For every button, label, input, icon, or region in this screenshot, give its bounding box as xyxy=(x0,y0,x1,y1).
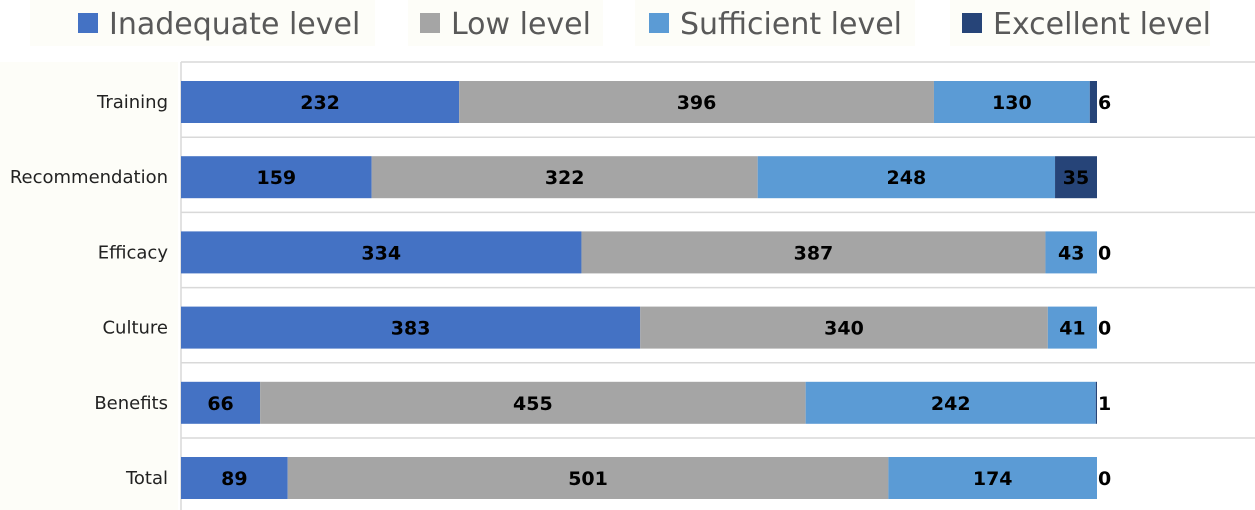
category-label-culture: Culture xyxy=(102,318,168,339)
data-label-total-low-level: 501 xyxy=(568,468,608,490)
data-label-total-inadequate-level: 89 xyxy=(221,468,247,490)
category-label-efficacy: Efficacy xyxy=(98,242,169,263)
bar-segment-efficacy-low-level xyxy=(581,231,1046,274)
legend-background-low-level xyxy=(408,0,603,46)
data-label-recommendation-excellent-level: 35 xyxy=(1063,167,1089,189)
bar-segment-culture-low-level xyxy=(640,306,1048,349)
bar-segment-training-excellent-level xyxy=(1089,81,1097,123)
bar-segment-recommendation-inadequate-level xyxy=(181,156,372,199)
legend-background-excellent-level xyxy=(950,0,1210,46)
chart-category-labels: Training Recommendation Efficacy Culture Ben… xyxy=(0,62,178,510)
category-label-recommendation: Recommendation xyxy=(10,167,168,188)
bar-segment-recommendation-sufficient-level xyxy=(757,156,1056,199)
legend-label-inadequate-level: Inadequate level xyxy=(109,7,360,42)
bar-segment-benefits-sufficient-level xyxy=(805,381,1096,424)
legend-label-excellent-level: Excellent level xyxy=(993,7,1211,42)
data-label-benefits-inadequate-level: 66 xyxy=(207,393,233,415)
legend-swatch-inadequate-level xyxy=(78,13,98,33)
legend-swatch-low-level xyxy=(420,13,440,33)
chart-legend: Inadequate level Low level Sufficient leve… xyxy=(30,0,1211,46)
category-label-total: Total xyxy=(125,468,168,489)
data-label-recommendation-low-level: 322 xyxy=(545,167,585,189)
data-label-training-sufficient-level: 130 xyxy=(992,92,1032,114)
data-label-total-sufficient-level: 174 xyxy=(973,468,1013,490)
bar-segment-benefits-excellent-level xyxy=(1095,381,1097,424)
bar-segment-training-low-level xyxy=(459,81,934,123)
data-label-recommendation-inadequate-level: 159 xyxy=(256,167,296,189)
bar-segment-efficacy-sufficient-level xyxy=(1045,231,1097,274)
data-label-efficacy-excellent-level: 0 xyxy=(1098,242,1111,264)
data-label-culture-sufficient-level: 41 xyxy=(1059,318,1085,340)
bar-segment-benefits-inadequate-level xyxy=(181,381,261,424)
bar-segment-recommendation-excellent-level xyxy=(1055,156,1097,199)
category-label-training: Training xyxy=(96,92,168,113)
category-label-benefits: Benefits xyxy=(94,393,168,414)
data-label-efficacy-sufficient-level: 43 xyxy=(1058,242,1084,264)
data-label-training-excellent-level: 6 xyxy=(1098,92,1111,114)
data-label-training-inadequate-level: 232 xyxy=(300,92,340,114)
legend-swatch-sufficient-level xyxy=(649,13,669,33)
data-label-recommendation-sufficient-level: 248 xyxy=(887,167,927,189)
legend-swatch-excellent-level xyxy=(962,13,982,33)
chart-bars: 232 396 130 6 159 322 248 35 334 387 43 0 383 340 41 0 6… xyxy=(181,81,1111,499)
bar-segment-culture-inadequate-level xyxy=(181,306,641,349)
bar-segment-recommendation-low-level xyxy=(371,156,758,199)
data-label-total-excellent-level: 0 xyxy=(1098,468,1111,490)
data-label-benefits-sufficient-level: 242 xyxy=(931,393,971,415)
data-label-benefits-excellent-level: 1 xyxy=(1098,393,1111,415)
data-label-culture-inadequate-level: 383 xyxy=(391,318,431,340)
data-label-training-low-level: 396 xyxy=(677,92,717,114)
bar-segment-efficacy-inadequate-level xyxy=(181,231,582,274)
data-label-culture-excellent-level: 0 xyxy=(1098,318,1111,340)
category-panel-background xyxy=(0,62,178,510)
data-label-culture-low-level: 340 xyxy=(824,318,864,340)
bar-segment-training-sufficient-level xyxy=(933,81,1090,123)
data-label-efficacy-inadequate-level: 334 xyxy=(361,242,401,264)
bar-segment-total-sufficient-level xyxy=(888,457,1097,499)
chart-gridlines xyxy=(180,61,1255,510)
bar-segment-training-inadequate-level xyxy=(181,81,460,123)
legend-label-sufficient-level: Sufficient level xyxy=(680,7,902,42)
data-label-efficacy-low-level: 387 xyxy=(794,242,834,264)
bar-segment-total-low-level xyxy=(287,457,889,499)
legend-background-sufficient-level xyxy=(635,0,915,46)
legend-label-low-level: Low level xyxy=(451,7,591,42)
bar-segment-culture-sufficient-level xyxy=(1047,306,1097,349)
bar-segment-benefits-low-level xyxy=(260,381,806,424)
data-label-benefits-low-level: 455 xyxy=(513,393,553,415)
bar-segment-total-inadequate-level xyxy=(181,457,288,499)
